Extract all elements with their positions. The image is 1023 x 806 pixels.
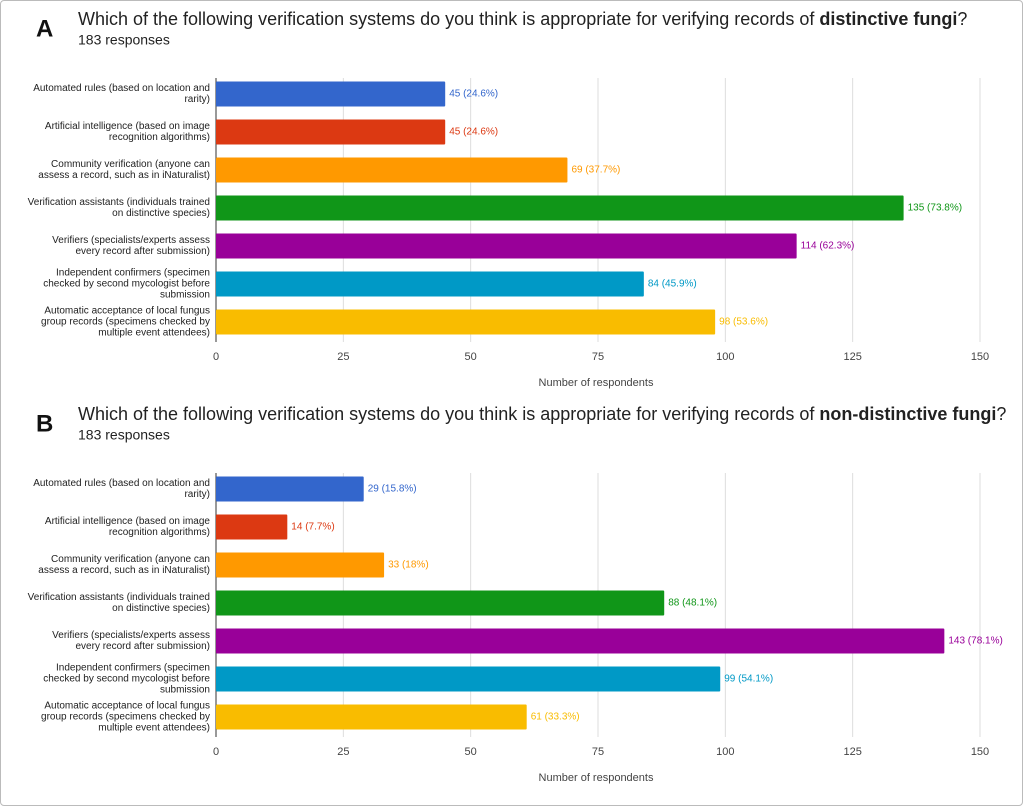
bar (216, 704, 527, 730)
panel-label: A (36, 15, 53, 42)
bar (216, 81, 446, 107)
x-axis-label: Number of respondents (539, 772, 654, 784)
value-label: 45 (24.6%) (449, 89, 498, 100)
x-tick-label: 100 (716, 746, 734, 758)
y-tick-label: rarity) (184, 489, 210, 500)
y-tick-label: Artificial intelligence (based on image (45, 516, 211, 527)
value-label: 33 (18%) (388, 560, 429, 571)
bar (216, 119, 446, 145)
chart: B Which of the following verification sys… (28, 404, 1007, 784)
bar (216, 309, 716, 335)
chart-subtitle: 183 responses (78, 427, 170, 443)
value-label: 143 (78.1%) (948, 636, 1002, 647)
bar (216, 157, 568, 183)
bar (216, 195, 904, 221)
y-tick-label: Community verification (anyone can (51, 159, 210, 170)
y-tick-label: assess a record, such as in iNaturalist) (38, 565, 210, 576)
y-tick-label: recognition algorithms) (109, 132, 210, 143)
x-tick-label: 75 (592, 746, 604, 758)
x-tick-label: 25 (337, 351, 349, 363)
y-tick-label: Verification assistants (individuals tra… (28, 197, 210, 208)
x-tick-label: 150 (971, 746, 989, 758)
title-part: Which of the following verification syst… (78, 9, 819, 29)
bar (216, 514, 288, 540)
y-tick-label: assess a record, such as in iNaturalist) (38, 170, 210, 181)
y-tick-label: on distinctive species) (112, 208, 210, 219)
x-tick-label: 50 (465, 351, 477, 363)
y-tick-label: Automatic acceptance of local fungus (44, 306, 210, 317)
x-tick-label: 100 (716, 351, 734, 363)
chart-title: Which of the following verification syst… (78, 404, 1006, 424)
chart: A Which of the following verification sys… (28, 9, 990, 389)
panel-label: B (36, 410, 53, 437)
bar (216, 552, 385, 578)
y-tick-label: checked by second mycologist before (43, 674, 210, 685)
y-tick-label: multiple event attendees) (98, 723, 210, 734)
y-tick-label: Automatic acceptance of local fungus (44, 701, 210, 712)
bar (216, 476, 364, 502)
y-tick-label: checked by second mycologist before (43, 279, 210, 290)
y-tick-label: recognition algorithms) (109, 527, 210, 538)
y-tick-label: on distinctive species) (112, 603, 210, 614)
value-label: 45 (24.6%) (449, 127, 498, 138)
value-label: 84 (45.9%) (648, 279, 697, 290)
y-tick-label: group records (specimens checked by (41, 317, 210, 328)
y-tick-label: Independent confirmers (specimen (56, 663, 210, 674)
x-tick-label: 150 (971, 351, 989, 363)
x-axis-label: Number of respondents (539, 377, 654, 389)
y-tick-label: Automated rules (based on location and (33, 478, 210, 489)
value-label: 61 (33.3%) (531, 712, 580, 723)
y-tick-label: Artificial intelligence (based on image (45, 121, 211, 132)
y-tick-label: Automated rules (based on location and (33, 83, 210, 94)
x-tick-label: 25 (337, 746, 349, 758)
x-tick-label: 125 (843, 351, 861, 363)
y-tick-label: every record after submission) (76, 246, 211, 257)
value-label: 69 (37.7%) (571, 165, 620, 176)
y-tick-label: multiple event attendees) (98, 328, 210, 339)
value-label: 98 (53.6%) (719, 317, 768, 328)
value-label: 29 (15.8%) (368, 484, 417, 495)
value-label: 88 (48.1%) (668, 598, 717, 609)
x-tick-label: 125 (843, 746, 861, 758)
value-label: 135 (73.8%) (908, 203, 962, 214)
x-tick-label: 75 (592, 351, 604, 363)
bar (216, 271, 644, 297)
y-tick-label: group records (specimens checked by (41, 712, 210, 723)
y-tick-label: submission (160, 685, 210, 696)
y-tick-label: Independent confirmers (specimen (56, 268, 210, 279)
y-tick-label: rarity) (184, 94, 210, 105)
y-tick-label: submission (160, 290, 210, 301)
chart-subtitle: 183 responses (78, 32, 170, 48)
bar (216, 233, 797, 259)
y-tick-label: Verification assistants (individuals tra… (28, 592, 210, 603)
y-tick-label: Community verification (anyone can (51, 554, 210, 565)
value-label: 114 (62.3%) (801, 241, 855, 252)
title-part: ? (996, 404, 1006, 424)
title-part: distinctive fungi (819, 9, 957, 29)
x-tick-label: 0 (213, 351, 219, 363)
title-part: non-distinctive fungi (819, 404, 996, 424)
bar (216, 628, 945, 654)
x-tick-label: 50 (465, 746, 477, 758)
bar (216, 666, 721, 692)
x-tick-label: 0 (213, 746, 219, 758)
value-label: 14 (7.7%) (291, 522, 334, 533)
y-tick-label: Verifiers (specialists/experts assess (52, 630, 210, 641)
chart-title: Which of the following verification syst… (78, 9, 967, 29)
y-tick-label: every record after submission) (76, 641, 211, 652)
title-part: ? (957, 9, 967, 29)
title-part: Which of the following verification syst… (78, 404, 819, 424)
y-tick-label: Verifiers (specialists/experts assess (52, 235, 210, 246)
bar (216, 590, 665, 616)
value-label: 99 (54.1%) (724, 674, 773, 685)
